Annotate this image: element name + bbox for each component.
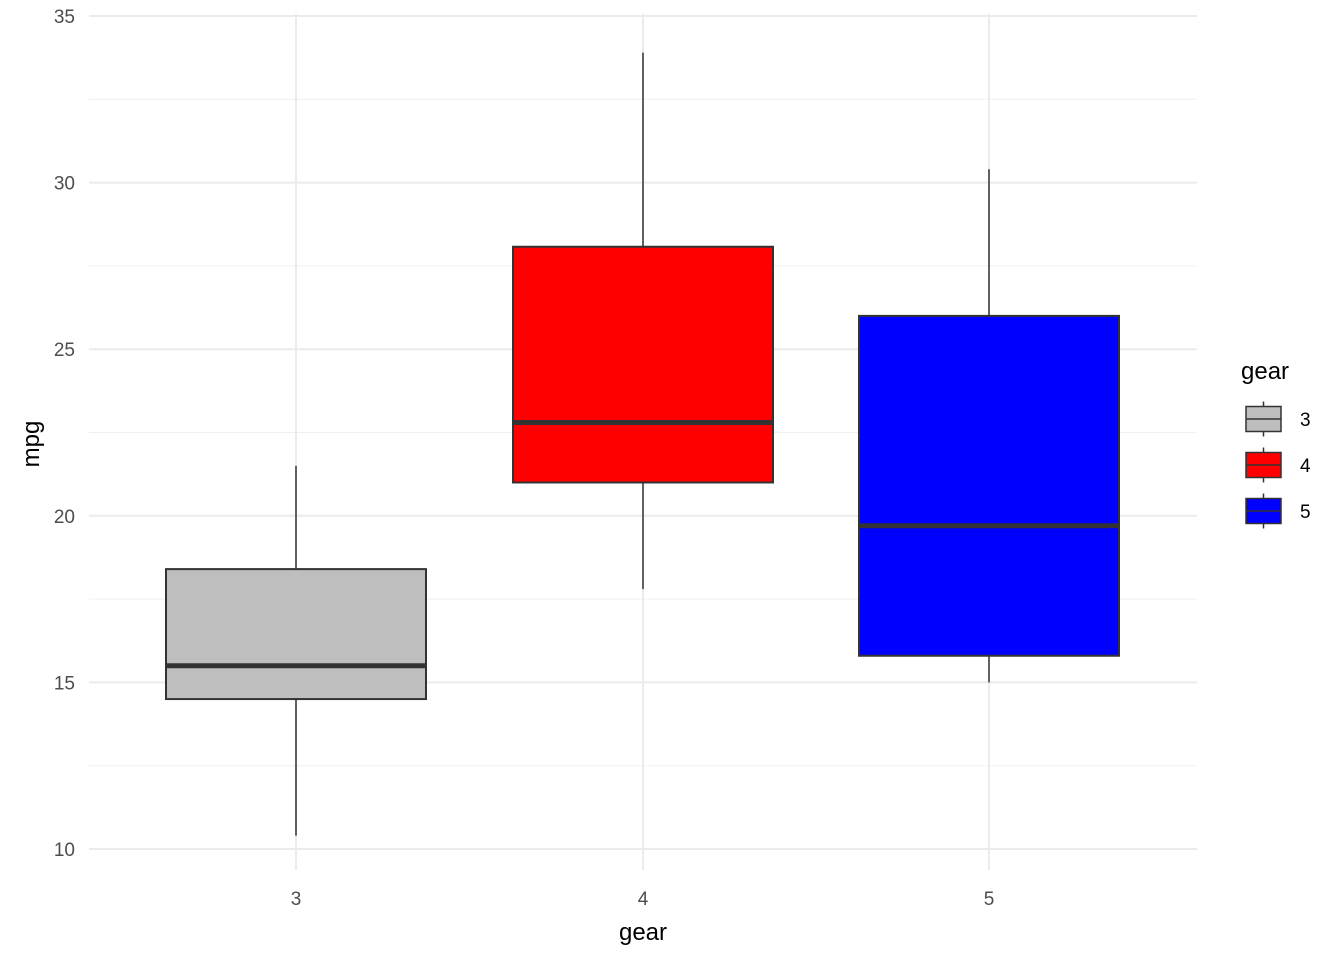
y-axis-ticks: 10 15 20 25 30 35: [54, 7, 75, 861]
y-tick-label: 10: [54, 840, 75, 861]
y-tick-label: 15: [54, 673, 75, 694]
legend-label: 4: [1300, 456, 1311, 477]
legend-label: 3: [1300, 410, 1311, 431]
box-gear-3: [165, 465, 427, 836]
y-tick-label: 25: [54, 340, 75, 361]
y-tick-label: 20: [54, 507, 75, 528]
legend-title: gear: [1241, 358, 1289, 385]
x-axis-ticks: 3 4 5: [291, 889, 995, 910]
box-body: [858, 314, 1120, 657]
box-body: [512, 245, 774, 484]
legend-label: 5: [1300, 502, 1311, 523]
x-tick-label: 3: [291, 889, 302, 910]
y-tick-label: 35: [54, 7, 75, 28]
box-gear-5: [858, 169, 1120, 683]
legend-item-5: 5: [1245, 493, 1311, 529]
box-gear-4: [512, 52, 774, 590]
legend-item-4: 4: [1245, 447, 1311, 483]
y-tick-label: 30: [54, 174, 75, 195]
legend-item-3: 3: [1245, 401, 1311, 437]
x-tick-label: 5: [984, 889, 995, 910]
x-axis-title: gear: [619, 919, 667, 946]
x-tick-label: 4: [638, 889, 649, 910]
box-layer: [165, 52, 1120, 836]
box-body: [165, 568, 427, 701]
legend: gear 3 4 5: [1241, 358, 1311, 529]
y-axis-title: mpg: [18, 421, 45, 468]
